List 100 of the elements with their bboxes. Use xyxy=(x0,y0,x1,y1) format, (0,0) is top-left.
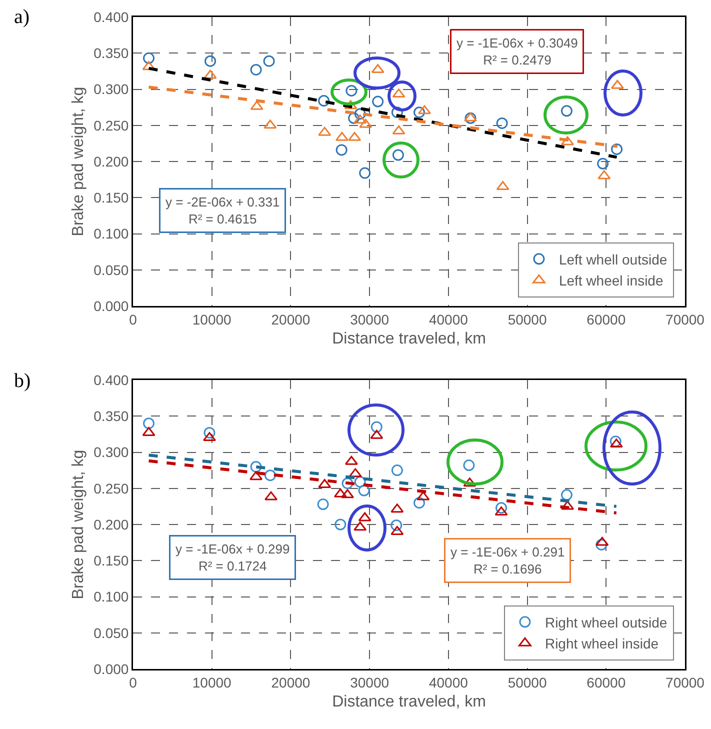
y-tick-label: 0.100 xyxy=(94,588,129,605)
point xyxy=(334,488,347,498)
point xyxy=(391,106,403,118)
point xyxy=(336,144,348,156)
legend-label: Right wheel outside xyxy=(544,614,668,630)
point xyxy=(318,126,332,136)
y-tick-label: 0.050 xyxy=(94,262,129,278)
point xyxy=(611,143,623,155)
point xyxy=(263,55,275,67)
point xyxy=(354,108,366,120)
legend-label: Left whell outside xyxy=(558,251,668,268)
point xyxy=(418,105,431,114)
y-tick-label: 0.300 xyxy=(94,444,129,460)
point xyxy=(143,418,155,430)
annotation: y = -1E-06x + 0.291 R² = 0.1696 xyxy=(450,544,565,576)
annotation: y = -2E-06x + 0.331 R² = 0.4615 xyxy=(166,194,280,226)
point xyxy=(348,112,360,124)
point xyxy=(496,181,510,190)
annotation: y = -1E-06x + 0.299 R² = 0.1724 xyxy=(176,542,290,574)
x-tick-label: 0 xyxy=(129,674,138,690)
point xyxy=(496,502,508,514)
y-tick-label: 0.350 xyxy=(94,45,129,62)
x-tick-label: 70000 xyxy=(666,674,705,690)
y-axis-title: Brake pad weight, kg xyxy=(70,450,87,600)
point xyxy=(250,471,263,480)
x-tick-label: 20000 xyxy=(271,674,310,690)
x-tick-label: 70000 xyxy=(666,311,705,328)
point xyxy=(597,158,609,170)
y-tick-label: 0.400 xyxy=(94,8,129,25)
y-tick-label: 0.400 xyxy=(94,372,129,388)
point xyxy=(392,125,406,134)
point xyxy=(370,430,384,439)
point xyxy=(494,506,508,516)
x-tick-label: 30000 xyxy=(350,674,390,690)
point xyxy=(318,479,332,488)
point xyxy=(344,100,358,110)
annotation: y = -1E-06x + 0.3049 R² = 0.2479 xyxy=(456,36,578,68)
point xyxy=(143,52,155,64)
point xyxy=(342,478,354,490)
x-tick-label: 50000 xyxy=(508,311,547,328)
y-tick-label: 0.050 xyxy=(94,624,129,641)
x-tick-label: 10000 xyxy=(192,674,232,690)
y-tick-label: 0.100 xyxy=(94,226,129,242)
point xyxy=(463,478,476,487)
point xyxy=(204,55,216,67)
x-axis-title: Distance traveled, km xyxy=(332,694,486,711)
point xyxy=(348,132,362,141)
point xyxy=(390,519,402,531)
point xyxy=(414,106,425,118)
point xyxy=(359,167,371,179)
y-tick-label: 0.250 xyxy=(94,117,129,134)
legend-label: Right wheel inside xyxy=(544,636,659,652)
x-tick-label: 60000 xyxy=(586,311,626,328)
y-tick-label: 0.350 xyxy=(94,408,129,424)
point xyxy=(318,95,330,107)
point xyxy=(598,170,611,180)
point xyxy=(344,456,358,465)
point xyxy=(142,61,156,70)
x-tick-label: 60000 xyxy=(586,674,626,690)
point xyxy=(610,436,622,448)
x-tick-label: 30000 xyxy=(350,311,390,328)
chart-title: a) xyxy=(14,6,30,29)
point xyxy=(204,70,217,79)
x-tick-label: 20000 xyxy=(271,311,310,328)
point xyxy=(596,538,608,550)
x-tick-label: 0 xyxy=(129,311,138,328)
point xyxy=(354,476,366,488)
point xyxy=(496,117,508,129)
point xyxy=(464,112,476,124)
point xyxy=(610,438,623,448)
point xyxy=(414,497,425,509)
point xyxy=(354,114,367,124)
point xyxy=(391,464,403,476)
x-tick-label: 50000 xyxy=(508,674,547,690)
y-tick-label: 0.150 xyxy=(94,552,129,569)
point xyxy=(334,518,346,530)
y-tick-label: 0.250 xyxy=(94,480,129,496)
point xyxy=(596,536,609,546)
y-axis-title: Brake pad weight, kg xyxy=(70,86,87,236)
y-tick-label: 0.200 xyxy=(94,516,129,532)
point xyxy=(416,491,430,500)
chart-title: b) xyxy=(14,370,31,393)
point xyxy=(250,64,262,76)
point xyxy=(370,421,382,433)
point xyxy=(317,498,329,510)
point xyxy=(348,468,362,478)
y-tick-label: 0.200 xyxy=(94,153,129,170)
y-tick-label: 0.150 xyxy=(94,190,129,206)
point xyxy=(372,96,384,108)
point xyxy=(358,484,370,496)
point xyxy=(264,120,277,129)
x-axis-title: Distance traveled, km xyxy=(332,330,486,348)
point xyxy=(264,470,276,482)
x-tick-label: 10000 xyxy=(192,311,232,328)
y-tick-label: 0.000 xyxy=(94,298,129,314)
point xyxy=(463,460,475,472)
point xyxy=(204,426,216,438)
y-tick-label: 0.300 xyxy=(94,81,129,98)
y-tick-label: 0.000 xyxy=(94,660,129,677)
point xyxy=(560,489,572,501)
